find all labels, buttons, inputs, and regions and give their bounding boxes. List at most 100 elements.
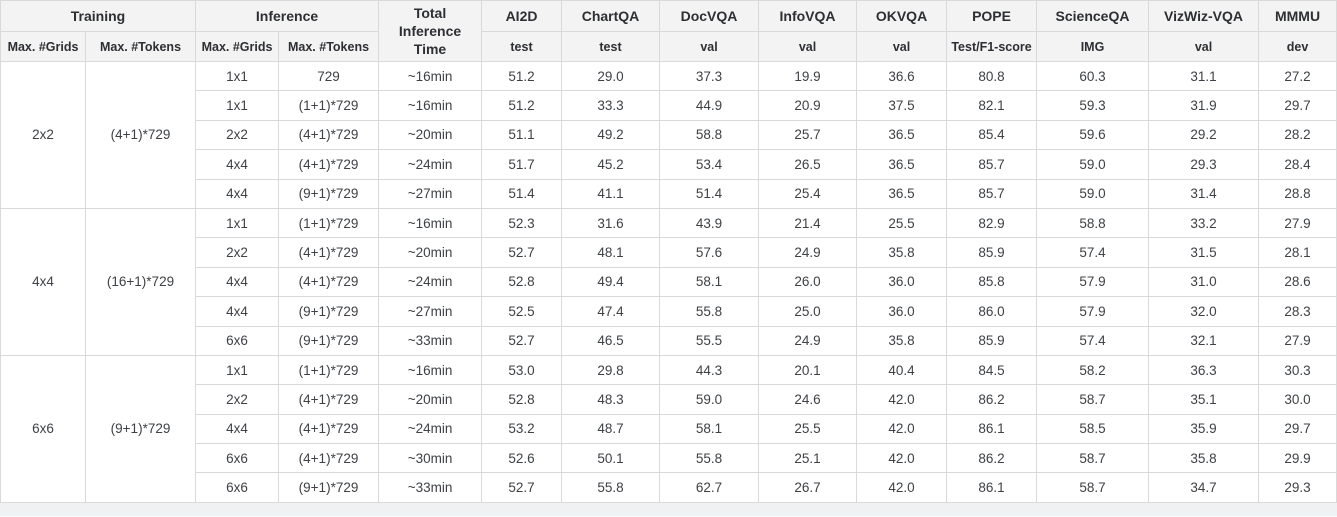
inference-grids-cell: 1x1 <box>195 90 280 121</box>
score-cell: 36.6 <box>856 60 948 92</box>
inference-time-cell: ~24min <box>378 266 483 298</box>
benchmark-split-header: test <box>561 31 661 62</box>
score-cell: 55.8 <box>659 296 760 327</box>
score-cell: 29.7 <box>1258 90 1337 121</box>
score-cell: 58.7 <box>1036 443 1150 474</box>
score-cell: 85.7 <box>946 178 1038 209</box>
score-cell: 29.2 <box>1148 119 1260 151</box>
score-cell: 58.7 <box>1036 384 1150 415</box>
score-cell: 31.9 <box>1148 90 1260 121</box>
score-cell: 36.0 <box>856 296 948 327</box>
inference-grids-cell: 2x2 <box>195 237 280 268</box>
score-cell: 52.7 <box>481 237 563 268</box>
inference-grids-cell: 6x6 <box>195 325 280 356</box>
training-group-header: Training <box>0 0 197 32</box>
score-cell: 31.1 <box>1148 60 1260 92</box>
score-cell: 24.9 <box>758 325 858 356</box>
inference-grids-cell: 4x4 <box>195 413 280 445</box>
score-cell: 29.8 <box>561 354 661 386</box>
inference-grids-cell: 2x2 <box>195 119 280 151</box>
inference-time-cell: ~33min <box>378 325 483 356</box>
inference-tokens-cell: 729 <box>278 60 380 92</box>
inference-time-cell: ~24min <box>378 149 483 180</box>
inference-group-header: Inference <box>195 0 380 32</box>
table-row: 6x6 (9+1)*729 ~33min 52.7 46.5 55.5 24.9 35.8 85… <box>1 325 1337 356</box>
score-cell: 26.5 <box>758 149 858 180</box>
inference-grids-cell: 4x4 <box>195 296 280 327</box>
inference-time-cell: ~30min <box>378 443 483 474</box>
score-cell: 55.5 <box>659 325 760 356</box>
benchmark-header-okvqa: OKVQA <box>856 0 948 32</box>
score-cell: 48.7 <box>561 413 661 445</box>
score-cell: 53.4 <box>659 149 760 180</box>
score-cell: 37.5 <box>856 90 948 121</box>
score-cell: 51.2 <box>481 90 563 121</box>
inference-time-cell: ~20min <box>378 384 483 415</box>
inference-tokens-cell: (9+1)*729 <box>278 296 380 327</box>
table-row: 4x4 (4+1)*729 ~24min 53.2 48.7 58.1 25.5 42.0 86… <box>1 413 1337 445</box>
total-inference-time-header: Total Inference Time <box>378 0 483 62</box>
table-row: 4x4 (9+1)*729 ~27min 52.5 47.4 55.8 25.0 36.0 86… <box>1 296 1337 327</box>
header-group-row: Training Inference Total Inference Time … <box>0 0 1337 62</box>
inference-tokens-cell: (4+1)*729 <box>278 119 380 151</box>
score-cell: 57.9 <box>1036 266 1150 298</box>
training-grids-cell: 6x6 <box>0 354 86 503</box>
inference-time-cell: ~20min <box>378 119 483 151</box>
benchmark-header-ai2d: AI2D <box>481 0 563 32</box>
score-cell: 36.5 <box>856 149 948 180</box>
benchmark-split-header: IMG <box>1036 31 1150 62</box>
score-cell: 59.0 <box>1036 149 1150 180</box>
score-cell: 58.1 <box>659 413 760 445</box>
score-cell: 21.4 <box>758 207 858 239</box>
score-cell: 82.1 <box>946 90 1038 121</box>
score-cell: 37.3 <box>659 60 760 92</box>
inference-tokens-cell: (1+1)*729 <box>278 354 380 386</box>
inference-max-tokens-header: Max. #Tokens <box>278 31 380 62</box>
score-cell: 52.3 <box>481 207 563 239</box>
training-grids-cell: 4x4 <box>0 207 86 356</box>
score-cell: 28.6 <box>1258 266 1337 298</box>
score-cell: 57.4 <box>1036 325 1150 356</box>
inference-time-cell: ~16min <box>378 207 483 239</box>
table-header: Training Inference Total Inference Time … <box>0 0 1337 62</box>
score-cell: 27.9 <box>1258 325 1337 356</box>
score-cell: 57.4 <box>1036 237 1150 268</box>
inference-max-grids-header: Max. #Grids <box>195 31 280 62</box>
score-cell: 35.8 <box>856 237 948 268</box>
score-cell: 53.0 <box>481 354 563 386</box>
score-cell: 36.3 <box>1148 354 1260 386</box>
training-max-grids-header: Max. #Grids <box>0 31 86 62</box>
inference-time-cell: ~27min <box>378 296 483 327</box>
table-row: 4x4 (16+1)*729 1x1 (1+1)*729 ~16min 52.3 31.6 4… <box>0 207 1337 356</box>
score-cell: 35.8 <box>856 325 948 356</box>
score-cell: 86.2 <box>946 443 1038 474</box>
inference-tokens-cell: (4+1)*729 <box>278 266 380 298</box>
table-row: 2x2 (4+1)*729 ~20min 52.8 48.3 59.0 24.6 42.0 86… <box>1 384 1337 415</box>
score-cell: 25.1 <box>758 443 858 474</box>
score-cell: 44.9 <box>659 90 760 121</box>
score-cell: 34.7 <box>1148 472 1260 503</box>
score-cell: 55.8 <box>659 443 760 474</box>
table-row: 2x2 (4+1)*729 ~20min 52.7 48.1 57.6 24.9 35.8 85… <box>1 237 1337 268</box>
benchmark-header-pope: POPE <box>946 0 1038 32</box>
inference-grids-cell: 4x4 <box>195 266 280 298</box>
score-cell: 30.3 <box>1258 354 1337 386</box>
score-cell: 35.9 <box>1148 413 1260 445</box>
table-body: 2x2 (4+1)*729 1x1 729 ~16min 51.2 29.0 37.3 19.9… <box>0 60 1337 503</box>
inference-time-cell: ~27min <box>378 178 483 209</box>
score-cell: 48.1 <box>561 237 661 268</box>
score-cell: 28.3 <box>1258 296 1337 327</box>
benchmark-header-vizwiz-vqa: VizWiz-VQA <box>1148 0 1260 32</box>
score-cell: 30.0 <box>1258 384 1337 415</box>
score-cell: 25.7 <box>758 119 858 151</box>
inference-tokens-cell: (4+1)*729 <box>278 149 380 180</box>
score-cell: 25.5 <box>856 207 948 239</box>
score-cell: 59.0 <box>1036 178 1150 209</box>
score-cell: 51.4 <box>481 178 563 209</box>
score-cell: 31.6 <box>561 207 661 239</box>
score-cell: 57.6 <box>659 237 760 268</box>
score-cell: 33.2 <box>1148 207 1260 239</box>
inference-tokens-cell: (9+1)*729 <box>278 325 380 356</box>
score-cell: 29.7 <box>1258 413 1337 445</box>
